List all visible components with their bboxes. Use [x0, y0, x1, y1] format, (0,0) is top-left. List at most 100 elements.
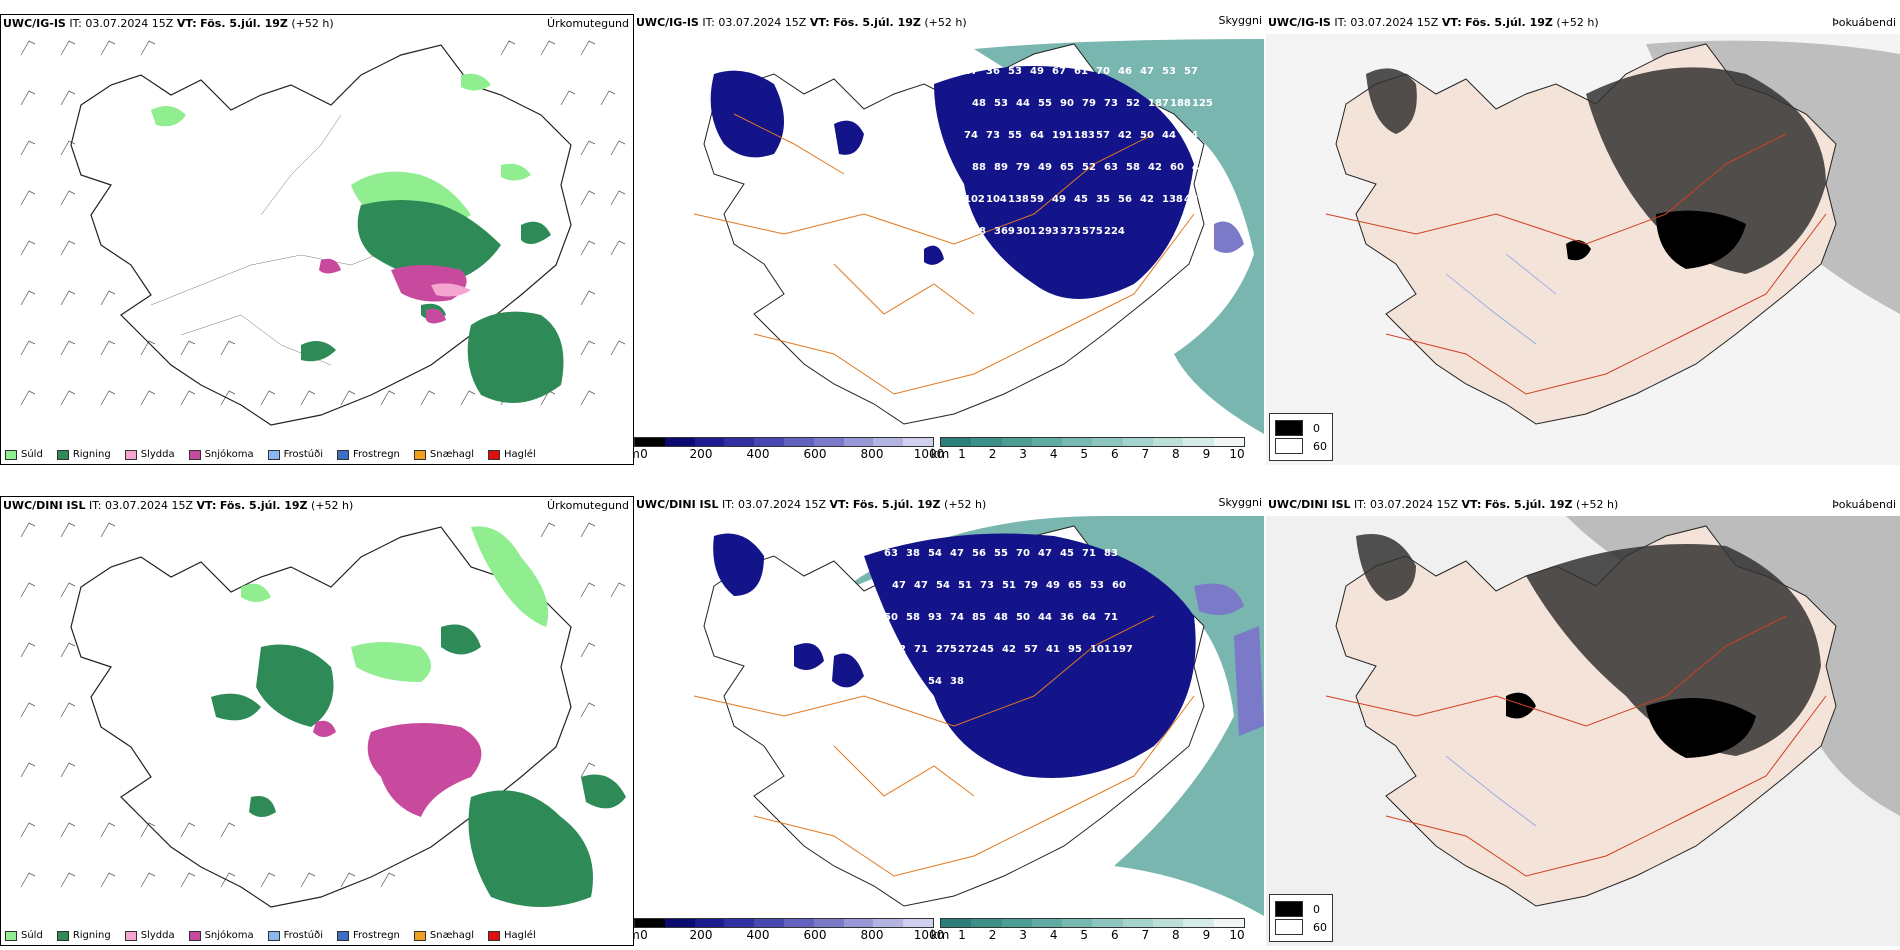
scale-tick: 0	[640, 447, 648, 461]
panel-title: UWC/DINI ISL IT: 03.07.2024 15Z VT: Fös.…	[3, 499, 354, 512]
cloud-base-label: 98	[972, 226, 986, 237]
iceland-outline	[70, 44, 572, 426]
cloud-base-label: 64	[1082, 612, 1096, 623]
cloud-base-label: 49	[1038, 162, 1052, 173]
cloud-base-label: 35	[1096, 194, 1110, 205]
scale-swatch	[635, 919, 665, 927]
legend-item-haglel: Haglél	[488, 449, 536, 460]
cloud-base-label: 49	[1046, 580, 1060, 591]
cloud-base-label: 55	[1008, 130, 1022, 141]
cloud-base-label: 52	[892, 644, 906, 655]
scale-swatch	[635, 438, 665, 446]
scale-swatch	[1153, 438, 1184, 446]
cloud-base-label: 63	[1104, 162, 1118, 173]
cloud-base-label: 47	[914, 580, 928, 591]
cloud-visibility-panel: UWC/DINI ISL IT: 03.07.2024 15Z VT: Fös.…	[634, 496, 1266, 946]
cloud-base-label: 575	[1082, 226, 1103, 237]
scale-tick: 200	[689, 928, 713, 942]
cloud-base-label: 42	[1140, 194, 1154, 205]
cloud-base-label: 45	[1074, 194, 1088, 205]
scale-tick: 400	[746, 928, 770, 942]
panel-type-label: Þokuábendi	[1832, 16, 1896, 29]
cloud-base-label: 70	[1016, 548, 1030, 559]
fog-indicator-panel: UWC/IG-IS IT: 03.07.2024 15Z VT: Fös. 5.…	[1266, 14, 1900, 465]
cloud-base-label: 83	[1104, 548, 1118, 559]
wind-barbs	[20, 522, 626, 888]
cloud-base-label: 49	[1030, 66, 1044, 77]
cloud-base-label: 209	[884, 676, 905, 687]
cloud-base-label: 64	[1030, 130, 1044, 141]
cloud-base-label: 48	[972, 98, 986, 109]
legend-item-snjokoma: Snjókoma	[188, 449, 254, 460]
cloud-base-label: 49	[1052, 194, 1066, 205]
scale-swatch	[971, 438, 1002, 446]
cloud-base-label: 55	[1038, 98, 1052, 109]
cloud-base-label: 79	[1016, 162, 1030, 173]
legend-item-haglel: Haglél	[488, 930, 536, 941]
legend-item-frostudi: Frostúði	[267, 449, 323, 460]
cloud-base-label: 63	[884, 548, 898, 559]
cloud-base-label: 52	[1082, 162, 1096, 173]
scale-swatch	[941, 438, 972, 446]
cloud-base-label: 93	[928, 612, 942, 623]
cloud-base-label: 50	[1140, 130, 1154, 141]
cloud-base-label: 58	[906, 612, 920, 623]
cloud-base-label: 54	[928, 548, 942, 559]
scale-tick: 8	[1172, 928, 1180, 942]
scale-tick: 3	[1019, 928, 1027, 942]
scale-swatch	[843, 919, 874, 927]
cloud-base-label: 42	[1148, 162, 1162, 173]
fog-indicator-panel: UWC/DINI ISL IT: 03.07.2024 15Z VT: Fös.…	[1266, 496, 1900, 946]
cloud-base-label: 187	[1148, 98, 1169, 109]
cloud-base-label: 73	[1104, 98, 1118, 109]
precip-type-panel: UWC/IG-IS IT: 03.07.2024 15Z VT: Fös. 5.…	[0, 14, 634, 465]
cloud-base-label: 85	[972, 612, 986, 623]
cloud-base-label: 54	[936, 580, 950, 591]
legend-item-slydda: Slydda	[124, 930, 175, 941]
scale-tick: 6	[1110, 447, 1119, 461]
scale-swatch	[1001, 438, 1032, 446]
scale-swatch	[1183, 438, 1214, 446]
scale-tick: 600	[803, 928, 827, 942]
scale-tick: 400	[746, 447, 770, 461]
cloud-base-label: 90	[1060, 98, 1074, 109]
precip-legend: Súld Rigning Slydda Snjókoma Frostúði Fr…	[5, 449, 536, 460]
precip-type-panel: UWC/DINI ISL IT: 03.07.2024 15Z VT: Fös.…	[0, 496, 634, 946]
cloud-base-label: 67	[1052, 66, 1066, 77]
cloud-base-label: 224	[1104, 226, 1125, 237]
panel-title: UWC/IG-IS IT: 03.07.2024 15Z VT: Fös. 5.…	[636, 16, 967, 29]
legend-item-snaehagl: Snæhagl	[413, 449, 474, 460]
cloud-base-label: 73	[986, 130, 1000, 141]
scale-swatch	[1092, 438, 1123, 446]
cloud-base-label: 52	[1126, 98, 1140, 109]
cloud-base-label: 369	[994, 226, 1015, 237]
scale-tick: 9	[1202, 447, 1211, 461]
cloud-base-label: 104	[986, 194, 1007, 205]
visibility-scale: km 1 2 3 4 5 6 7 8 9 10	[931, 437, 1245, 461]
scale-swatch	[724, 438, 755, 446]
cloud-base-label: 58	[1126, 162, 1140, 173]
cloud-base-label: 47	[1038, 548, 1052, 559]
scale-tick: 3	[1019, 447, 1027, 461]
legend-item-rigning: Rigning	[56, 449, 111, 460]
legend-item-snjokoma: Snjókoma	[188, 930, 254, 941]
panel-type-label: Skyggni	[1218, 14, 1262, 27]
scale-tick: 0	[640, 928, 648, 942]
cloud-base-label: 45	[1060, 548, 1074, 559]
legend-item-sudl: Súld	[5, 449, 43, 460]
scale-swatch	[1001, 919, 1032, 927]
scale-swatch	[903, 919, 933, 927]
cloud-base-label: 73	[980, 580, 994, 591]
fog-map	[1266, 34, 1900, 465]
cloud-base-label: 60	[1170, 162, 1184, 173]
scale-tick: 7	[1141, 928, 1150, 942]
scale-swatch	[1122, 919, 1154, 927]
precip-legend: Súld Rigning Slydda Snjókoma Frostúði Fr…	[5, 930, 536, 941]
legend-item-frostudi: Frostúði	[267, 930, 323, 941]
scale-swatch	[783, 919, 814, 927]
cloud-base-label: 56	[972, 548, 986, 559]
scale-swatch	[1062, 919, 1093, 927]
cloud-base-label: 42	[1002, 644, 1016, 655]
cloud-base-label: 47	[964, 66, 978, 77]
cloud-base-label: 65	[1068, 580, 1082, 591]
